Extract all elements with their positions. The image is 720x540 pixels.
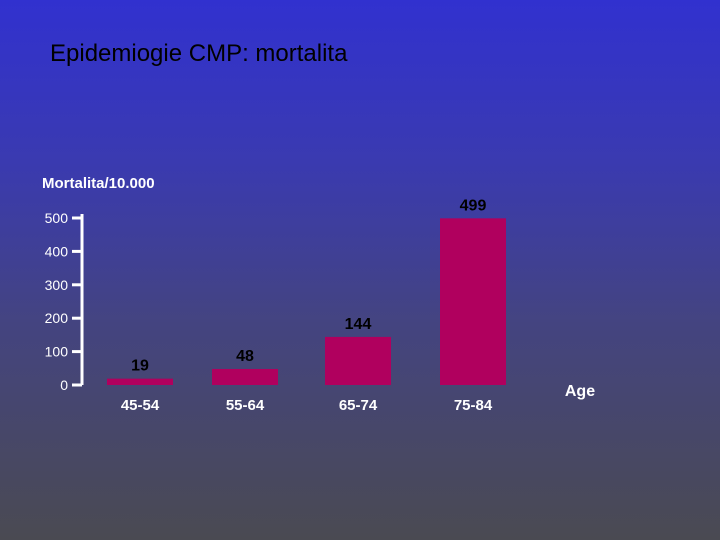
y-tick-label: 200 (45, 310, 69, 326)
data-label: 48 (236, 348, 254, 365)
x-tick-label: 75-84 (454, 397, 493, 414)
x-tick-label: 55-64 (226, 397, 265, 414)
data-label: 144 (345, 316, 372, 333)
x-tick-label: 45-54 (121, 397, 160, 414)
bar (440, 218, 506, 385)
bar (212, 368, 278, 385)
data-label: 19 (131, 358, 149, 375)
y-axis-title: Mortalita/10.000 (42, 175, 155, 192)
y-tick-label: 500 (45, 210, 69, 226)
y-tick-label: 100 (45, 344, 69, 360)
bar (107, 378, 173, 385)
slide-title: Epidemiogie CMP: mortalita (50, 40, 348, 67)
x-axis-title: Age (565, 383, 595, 400)
y-tick-label: 0 (60, 377, 68, 393)
data-label: 499 (460, 197, 487, 214)
bar (325, 336, 391, 385)
y-tick-label: 300 (45, 277, 69, 293)
y-tick-label: 400 (45, 243, 69, 259)
x-tick-label: 65-74 (339, 397, 378, 414)
